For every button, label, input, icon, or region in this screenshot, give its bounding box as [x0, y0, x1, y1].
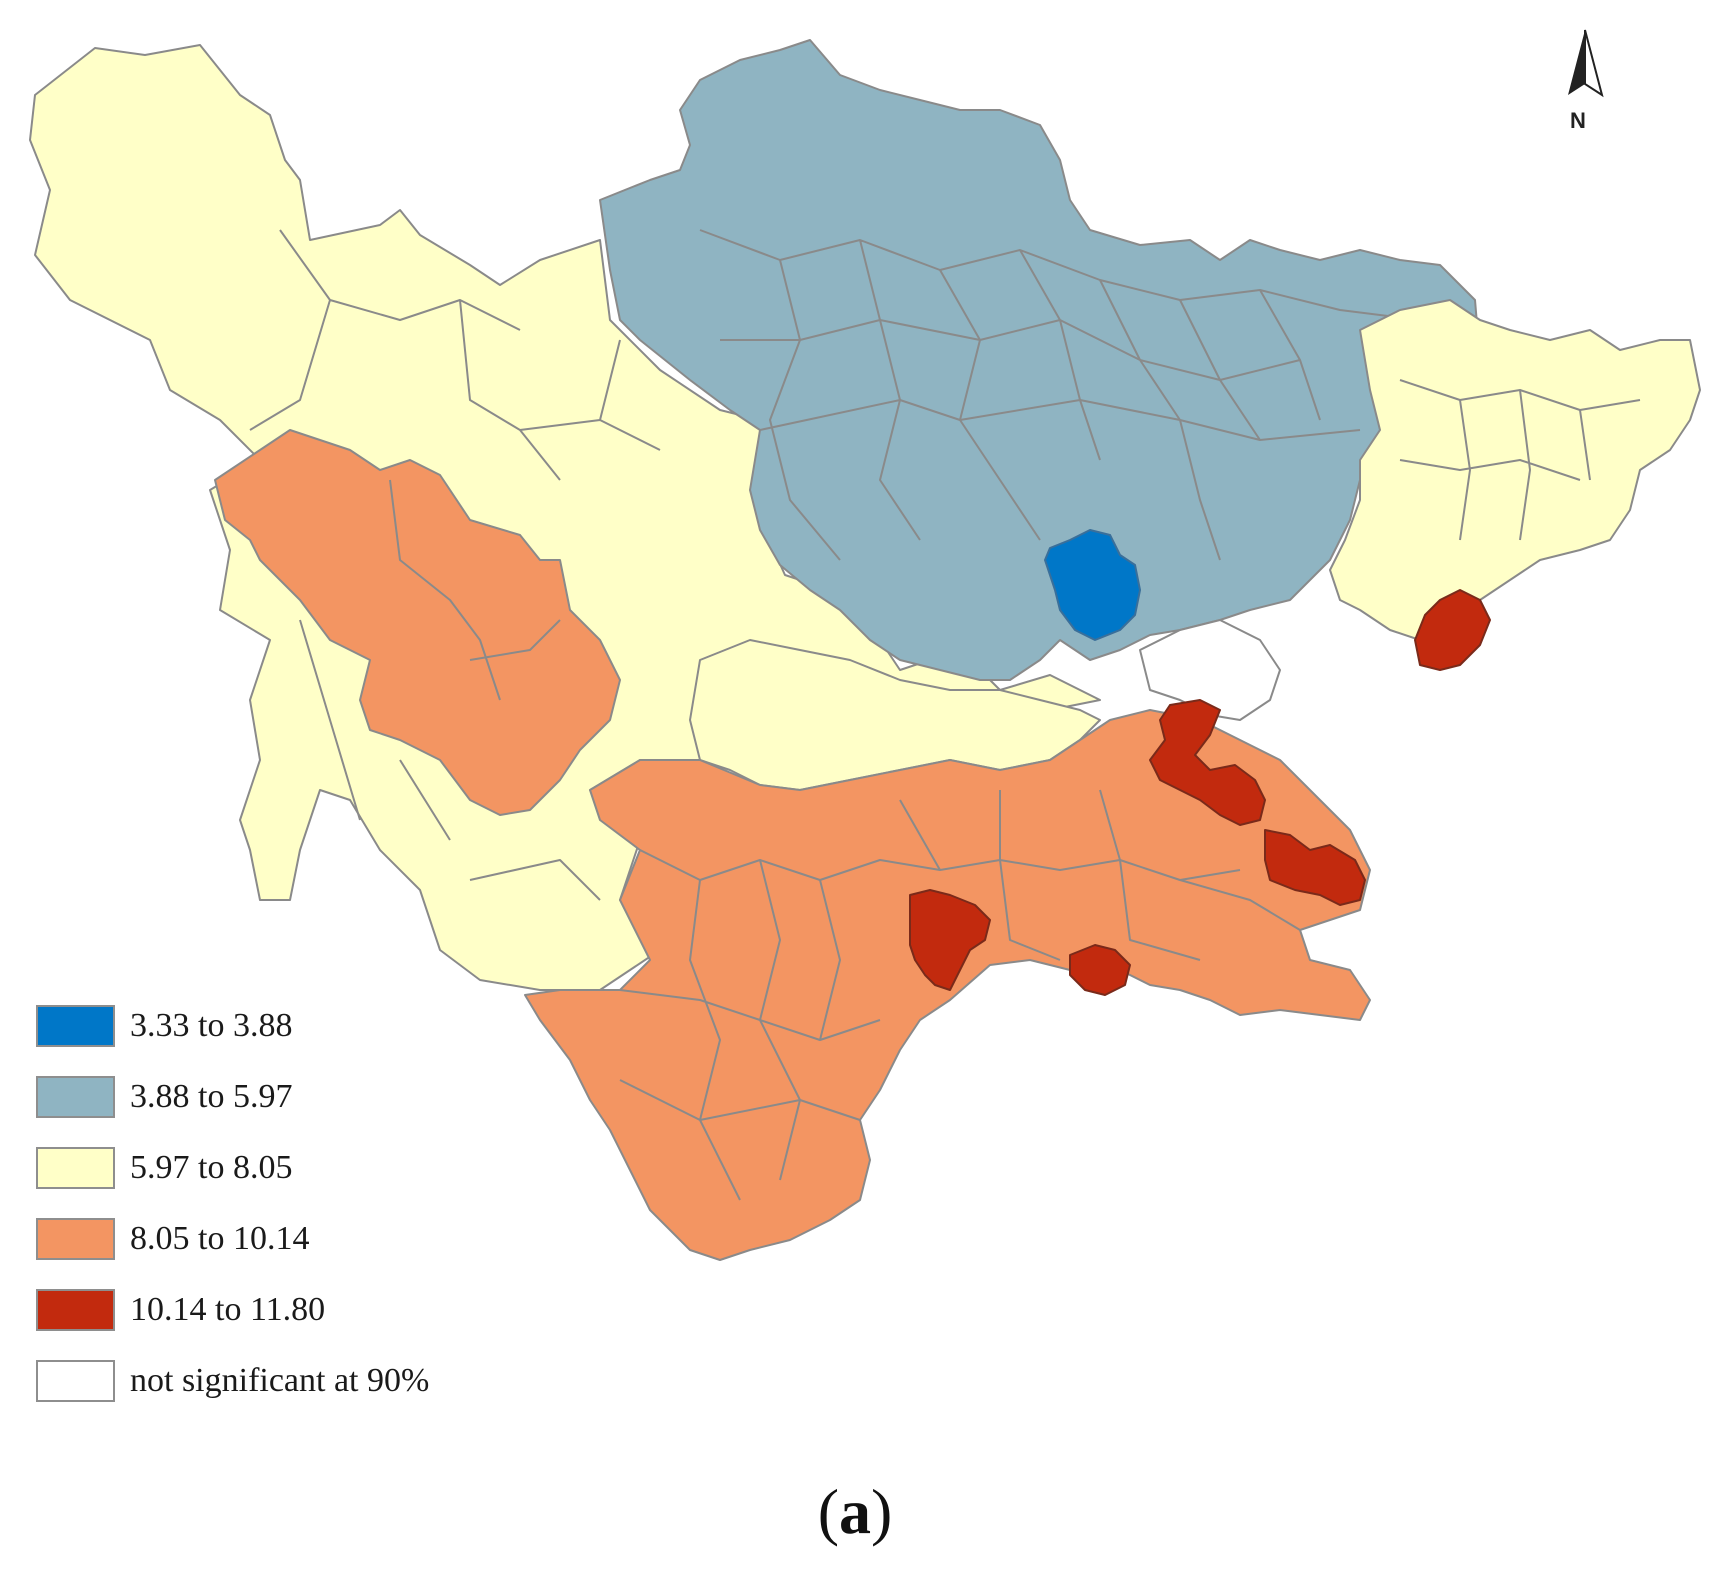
legend-item: 10.14 to 11.80 — [36, 1284, 429, 1336]
region-darkblue — [1044, 529, 1141, 641]
legend-item: 5.97 to 8.05 — [36, 1142, 429, 1194]
region-east-yellow — [1329, 299, 1701, 641]
region-not-significant — [1139, 619, 1281, 721]
legend-label: 3.33 to 3.88 — [130, 1007, 293, 1044]
legend-swatch — [36, 1076, 115, 1118]
region-red-south-2 — [1069, 944, 1131, 996]
legend-label: not significant at 90% — [130, 1362, 430, 1399]
region-red-center-1 — [1149, 699, 1266, 826]
region-red-east — [1414, 589, 1491, 671]
caption-letter: a — [839, 1476, 871, 1547]
legend-item: not significant at 90% — [36, 1355, 429, 1407]
legend-label: 5.97 to 8.05 — [130, 1149, 293, 1186]
region-north-bluegrey-inner — [699, 229, 1421, 561]
legend-swatch — [36, 1289, 115, 1331]
region-east-yellow-inner — [1399, 379, 1641, 541]
region-west-orange-inner — [389, 479, 561, 701]
legend-swatch — [36, 1147, 115, 1189]
legend-swatch — [36, 1360, 115, 1402]
region-red-center-2 — [1264, 829, 1366, 906]
legend-swatch — [36, 1218, 115, 1260]
caption-open: ( — [817, 1476, 839, 1547]
legend-label: 8.05 to 10.14 — [130, 1220, 310, 1257]
caption-close: ) — [871, 1476, 893, 1547]
legend-item: 8.05 to 10.14 — [36, 1213, 429, 1265]
region-west-orange — [214, 429, 621, 816]
figure-caption: (a) — [0, 1475, 1710, 1549]
region-south-orange-inner — [619, 789, 1301, 1201]
north-label: N — [1570, 108, 1586, 133]
legend-item: 3.33 to 3.88 — [36, 1000, 429, 1052]
legend-label: 3.88 to 5.97 — [130, 1078, 293, 1115]
region-west-yellow-inner-1 — [249, 229, 661, 901]
legend-item: 3.88 to 5.97 — [36, 1071, 429, 1123]
legend-label: 10.14 to 11.80 — [130, 1291, 326, 1328]
legend-swatch — [36, 1005, 115, 1047]
map-legend: 3.33 to 3.88 3.88 to 5.97 5.97 to 8.05 8… — [36, 1000, 429, 1426]
region-red-south-1 — [909, 889, 991, 991]
north-arrow-icon — [1568, 29, 1604, 98]
